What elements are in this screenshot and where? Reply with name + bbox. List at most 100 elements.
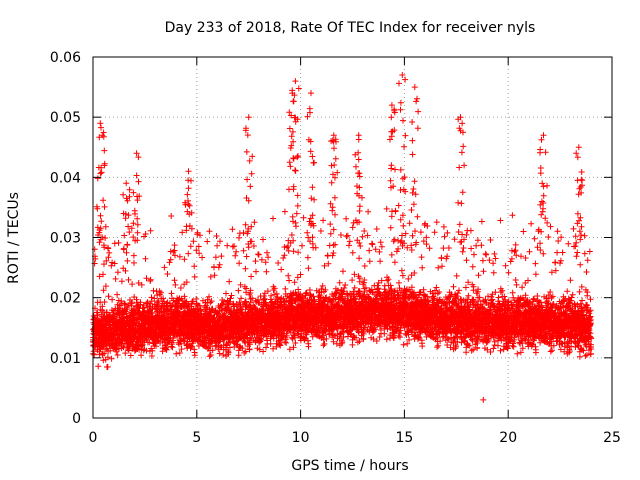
data-point <box>101 261 107 268</box>
data-point <box>114 291 121 298</box>
data-point <box>96 273 103 280</box>
data-point <box>214 242 221 249</box>
data-point <box>366 258 373 265</box>
data-point <box>212 254 219 261</box>
data-point <box>125 276 132 283</box>
data-point <box>114 301 121 308</box>
data-point <box>406 220 413 227</box>
data-point <box>231 243 238 250</box>
data-point <box>418 254 425 261</box>
data-point <box>109 259 116 266</box>
data-point <box>294 274 301 281</box>
data-point <box>417 229 424 236</box>
data-point <box>320 342 327 349</box>
data-point <box>433 219 440 226</box>
data-point <box>105 293 112 300</box>
data-point <box>240 229 247 236</box>
data-point <box>319 282 326 289</box>
data-point <box>320 217 327 224</box>
data-point <box>240 247 247 254</box>
data-point <box>161 264 168 271</box>
data-point <box>123 310 130 317</box>
data-point <box>431 229 438 236</box>
data-point <box>373 226 380 232</box>
data-point <box>220 351 227 358</box>
data-point <box>142 231 149 237</box>
data-point <box>304 229 311 236</box>
data-point <box>285 272 292 279</box>
data-point <box>305 265 312 272</box>
data-point <box>138 352 145 359</box>
data-point <box>111 260 118 267</box>
data-point <box>372 246 379 253</box>
data-point <box>199 254 206 261</box>
data-point <box>114 269 121 276</box>
data-point <box>129 299 135 306</box>
data-point <box>173 350 180 357</box>
data-point <box>357 243 364 249</box>
data-point <box>369 241 376 248</box>
data-point <box>365 208 372 215</box>
data-point <box>351 284 358 291</box>
data-point <box>255 251 262 258</box>
data-point <box>433 284 440 291</box>
data-point <box>330 226 337 233</box>
data-point <box>377 239 384 246</box>
data-point <box>423 241 430 248</box>
data-point <box>248 273 255 280</box>
data-point <box>223 290 229 297</box>
data-point <box>263 268 270 275</box>
data-point <box>204 238 211 245</box>
data-point <box>349 224 356 231</box>
data-point <box>399 272 406 279</box>
data-point <box>391 259 398 266</box>
data-point <box>224 242 231 249</box>
data-point <box>270 215 276 222</box>
data-point <box>168 213 175 219</box>
data-point <box>143 275 150 282</box>
data-point <box>299 242 305 249</box>
data-point <box>108 262 115 269</box>
data-point <box>383 336 390 343</box>
data-point <box>396 279 402 286</box>
data-point <box>405 275 412 282</box>
data-point <box>138 281 145 288</box>
data-point <box>167 256 174 263</box>
data-point <box>434 290 441 297</box>
data-point <box>113 348 120 355</box>
data-point <box>124 306 131 312</box>
data-point <box>115 239 122 246</box>
data-point <box>116 345 122 352</box>
data-point <box>171 242 178 249</box>
data-point <box>286 277 293 284</box>
data-point <box>128 225 135 232</box>
data-point <box>346 238 353 245</box>
data-point <box>114 352 121 358</box>
data-point <box>101 299 108 305</box>
data-point <box>356 255 363 262</box>
data-point <box>281 252 288 259</box>
data-point <box>191 263 198 270</box>
data-point <box>122 350 129 357</box>
data-point <box>388 251 395 258</box>
chart-title: Day 233 of 2018, Rate Of TEC Index for r… <box>165 20 536 36</box>
data-point <box>123 249 130 256</box>
data-point <box>146 339 153 346</box>
data-point <box>233 248 240 255</box>
data-point <box>342 282 349 288</box>
data-point <box>177 285 184 291</box>
data-point <box>400 341 407 348</box>
data-point <box>238 295 244 302</box>
data-point <box>216 350 223 357</box>
data-point <box>91 351 98 358</box>
data-point <box>109 296 116 303</box>
data-point <box>343 233 350 240</box>
data-point <box>264 249 270 256</box>
data-point <box>108 355 115 362</box>
data-point <box>166 259 173 266</box>
data-point <box>295 249 302 256</box>
data-point <box>236 234 242 241</box>
data-point <box>359 233 366 240</box>
data-point <box>435 264 442 271</box>
